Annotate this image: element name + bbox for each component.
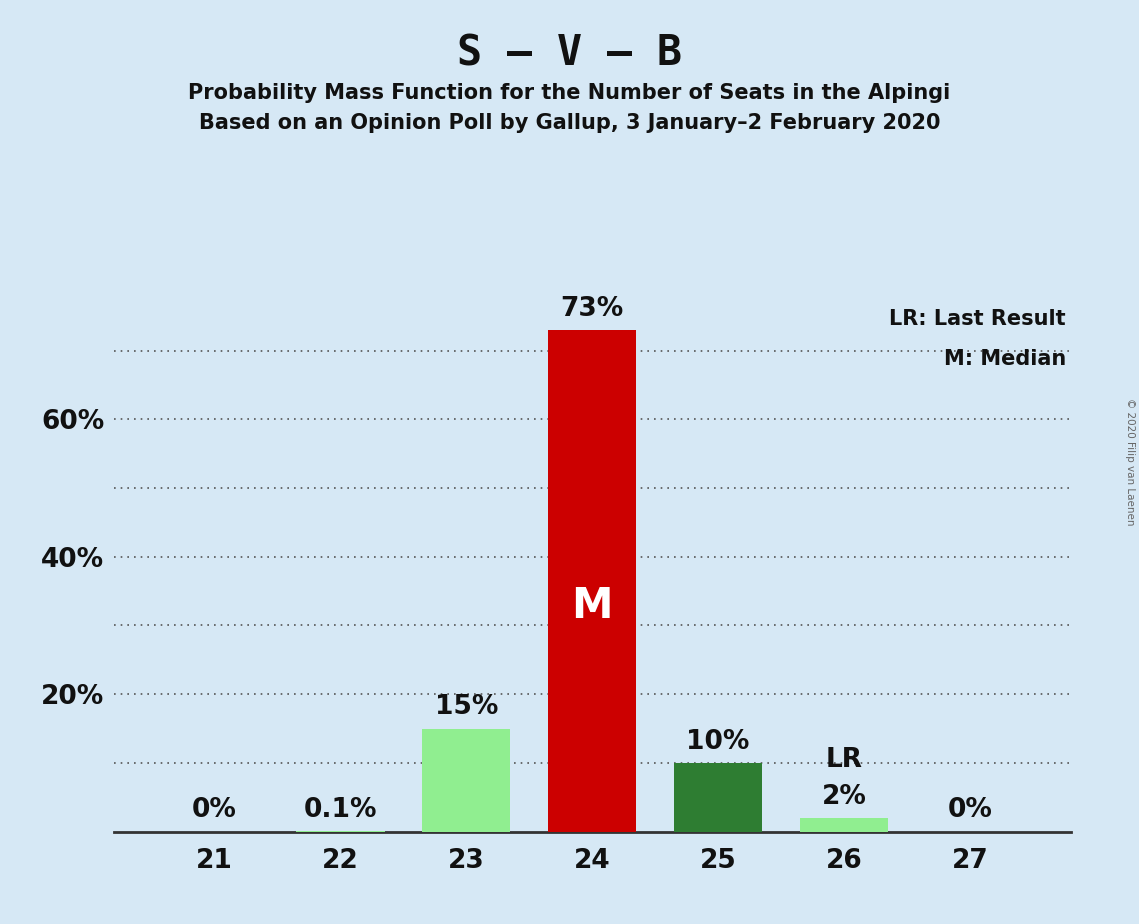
Text: 2%: 2% bbox=[821, 784, 867, 809]
Text: 0%: 0% bbox=[192, 797, 237, 823]
Text: M: Median: M: Median bbox=[943, 349, 1066, 370]
Text: 0.1%: 0.1% bbox=[304, 796, 377, 822]
Text: © 2020 Filip van Laenen: © 2020 Filip van Laenen bbox=[1125, 398, 1134, 526]
Text: Probability Mass Function for the Number of Seats in the Alpingi: Probability Mass Function for the Number… bbox=[188, 83, 951, 103]
Text: 10%: 10% bbox=[687, 729, 749, 755]
Text: 0%: 0% bbox=[948, 797, 992, 823]
Text: Based on an Opinion Poll by Gallup, 3 January–2 February 2020: Based on an Opinion Poll by Gallup, 3 Ja… bbox=[198, 113, 941, 133]
Bar bbox=[423, 728, 510, 832]
Bar bbox=[800, 818, 888, 832]
Bar bbox=[548, 330, 637, 832]
Bar bbox=[674, 763, 762, 832]
Text: 15%: 15% bbox=[435, 694, 498, 721]
Text: LR: LR bbox=[826, 748, 862, 773]
Text: LR: Last Result: LR: Last Result bbox=[890, 310, 1066, 329]
Text: S – V – B: S – V – B bbox=[457, 32, 682, 74]
Text: 73%: 73% bbox=[560, 296, 624, 322]
Text: M: M bbox=[572, 585, 613, 626]
